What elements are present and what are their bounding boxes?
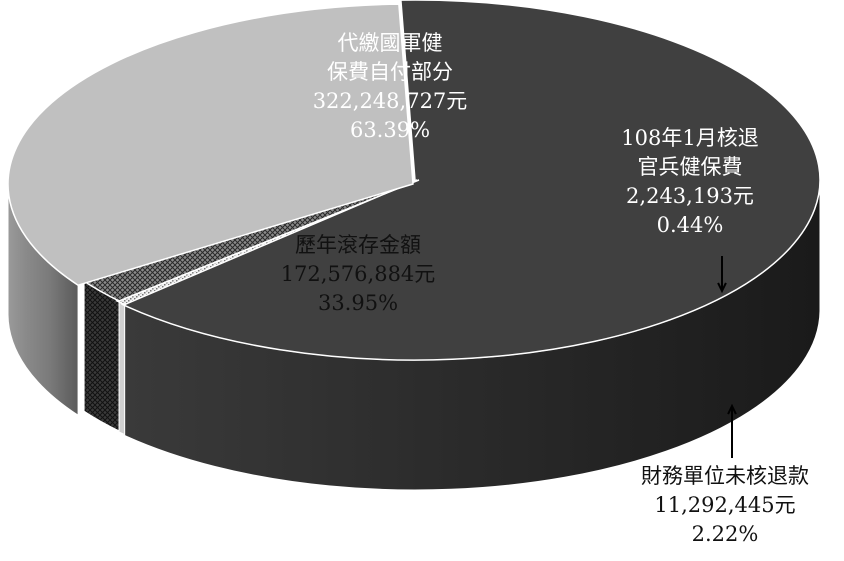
pie-slice-accumulated bbox=[7, 3, 414, 287]
pie-side-finance_unrefunded bbox=[83, 280, 120, 432]
slice-percent-label-accumulated: 33.95% bbox=[318, 291, 398, 315]
slice-label-line-finance_unrefunded: 財務單位未核退款 bbox=[641, 464, 809, 488]
slice-label-line-self_paid: 保費自付部分 bbox=[327, 60, 453, 84]
slice-label-line-jan_refund: 108年1月核退 bbox=[621, 126, 758, 150]
leader-arrow-jan-refund-head bbox=[717, 282, 727, 294]
slice-percent-label-jan_refund: 0.44% bbox=[657, 213, 724, 237]
slice-value-label-finance_unrefunded: 11,292,445元 bbox=[654, 493, 795, 517]
slice-label-line-accumulated: 歷年滾存金額 bbox=[295, 233, 421, 257]
slice-value-label-accumulated: 172,576,884元 bbox=[281, 262, 436, 286]
slice-value-label-self_paid: 322,248,727元 bbox=[313, 89, 468, 113]
slice-value-label-jan_refund: 2,243,193元 bbox=[626, 184, 754, 208]
leader-arrow-finance-unrefunded-head bbox=[727, 403, 737, 415]
slice-percent-label-finance_unrefunded: 2.22% bbox=[692, 522, 759, 546]
pie-slice-self_paid bbox=[120, 0, 821, 361]
slice-label-line-jan_refund: 官兵健保費 bbox=[638, 155, 743, 179]
slice-label-line-self_paid: 代繳國軍健 bbox=[338, 31, 443, 55]
slice-percent-label-self_paid: 63.39% bbox=[350, 118, 430, 142]
